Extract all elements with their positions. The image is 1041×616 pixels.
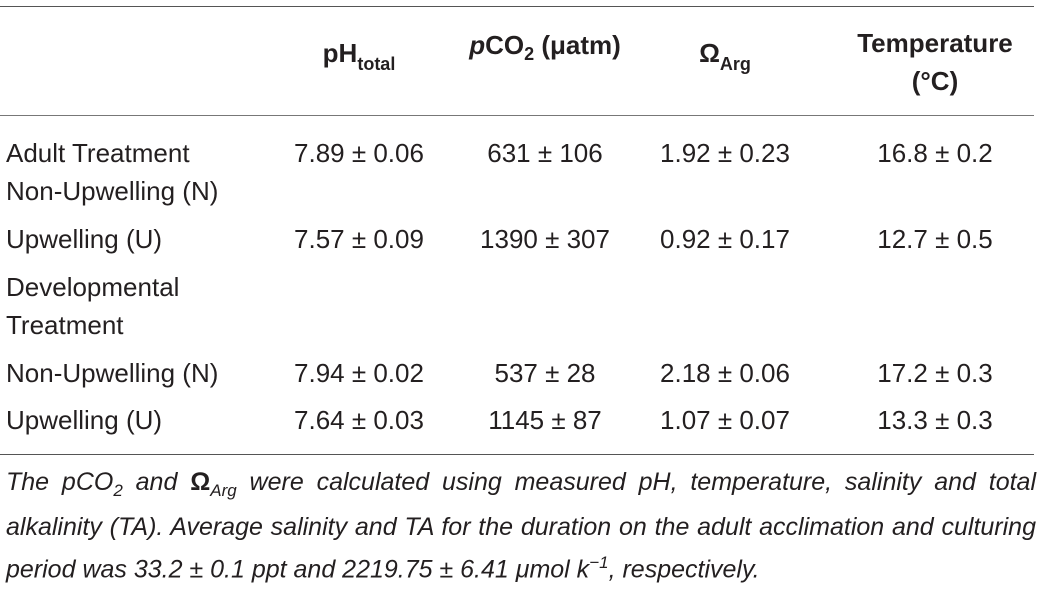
cell-ph: 7.89 ± 0.06 (294, 138, 424, 168)
header-pco2: pCO2 (μatm) (469, 30, 621, 65)
header-temperature-unit: (°C) (911, 66, 959, 96)
row-label: Adult Treatment (6, 138, 190, 168)
cell-temperature: 16.8 ± 0.2 (877, 138, 993, 168)
row-label: Upwelling (U) (6, 405, 163, 435)
row-label: Treatment (6, 310, 124, 340)
header-omega: ΩArg (699, 38, 751, 74)
header-temperature: Temperature (857, 28, 1013, 58)
table-footnote: The pCO2 and ΩArg were calculated using … (6, 468, 1036, 584)
cell-omega: 1.07 ± 0.07 (660, 405, 790, 435)
row-label: Non-Upwelling (N) (6, 176, 219, 206)
cell-omega: 0.92 ± 0.17 (660, 224, 790, 254)
cell-temperature: 13.3 ± 0.3 (877, 405, 993, 435)
cell-omega: 1.92 ± 0.23 (660, 138, 790, 168)
cell-ph: 7.94 ± 0.02 (294, 358, 424, 388)
cell-pco2: 1145 ± 87 (488, 405, 602, 435)
header-ph: pHtotal (322, 38, 396, 74)
top-rule (0, 6, 1034, 7)
cell-temperature: 17.2 ± 0.3 (877, 358, 993, 388)
cell-temperature: 12.7 ± 0.5 (877, 224, 993, 254)
cell-pco2: 631 ± 106 (487, 138, 603, 168)
cell-pco2: 537 ± 28 (494, 358, 596, 388)
cell-ph: 7.64 ± 0.03 (294, 405, 424, 435)
row-label: Upwelling (U) (6, 224, 163, 254)
bottom-rule (0, 454, 1034, 455)
row-label: Developmental (6, 272, 180, 302)
cell-ph: 7.57 ± 0.09 (294, 224, 424, 254)
cell-pco2: 1390 ± 307 (480, 224, 610, 254)
row-label: Non-Upwelling (N) (6, 358, 219, 388)
header-rule (0, 115, 1034, 116)
cell-omega: 2.18 ± 0.06 (660, 358, 790, 388)
